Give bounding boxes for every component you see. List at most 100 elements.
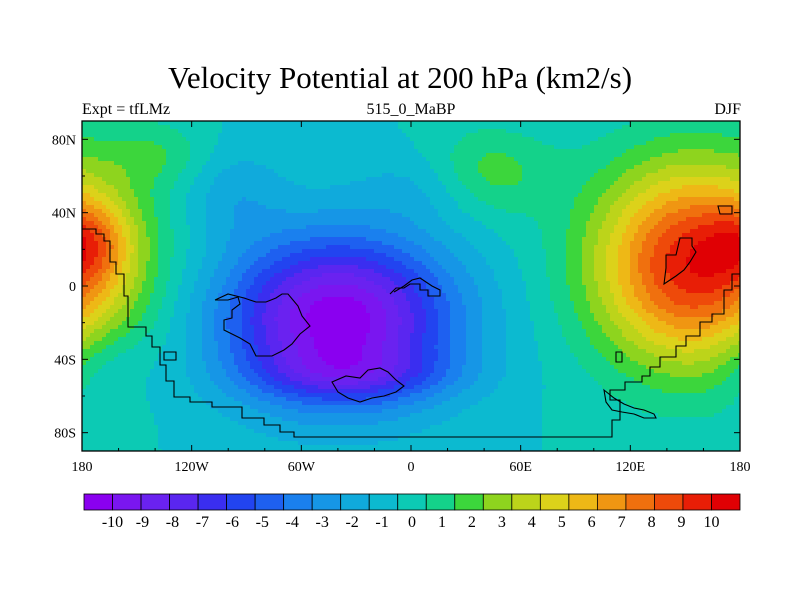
field-cell (170, 333, 175, 338)
field-cell (234, 149, 239, 154)
field-cell (306, 409, 311, 414)
field-cell (166, 157, 171, 162)
field-cell (150, 289, 155, 294)
field-cell (230, 221, 235, 226)
field-cell (190, 153, 195, 158)
field-cell (254, 305, 259, 310)
field-cell (174, 369, 179, 374)
field-cell (118, 381, 123, 386)
field-cell (226, 289, 231, 294)
field-cell (190, 337, 195, 342)
field-cell (218, 153, 223, 158)
field-cell (242, 273, 247, 278)
field-cell (218, 185, 223, 190)
field-cell (298, 345, 303, 350)
field-cell (90, 261, 95, 266)
field-cell (174, 137, 179, 142)
field-cell (254, 197, 259, 202)
field-cell (178, 429, 183, 434)
field-cell (294, 181, 299, 186)
field-cell (290, 129, 295, 134)
field-cell (194, 277, 199, 282)
field-cell (310, 193, 315, 198)
field-cell (146, 445, 151, 450)
field-cell (186, 217, 191, 222)
field-cell (230, 393, 235, 398)
field-cell (142, 173, 147, 178)
field-cell (154, 337, 159, 342)
field-cell (230, 233, 235, 238)
field-cell (286, 369, 291, 374)
field-cell (238, 245, 243, 250)
field-cell (202, 173, 207, 178)
field-cell (270, 217, 275, 222)
field-cell (190, 369, 195, 374)
field-cell (254, 441, 259, 446)
field-cell (298, 353, 303, 358)
field-cell (138, 369, 143, 374)
field-cell (142, 121, 147, 126)
field-cell (290, 321, 295, 326)
field-cell (282, 413, 287, 418)
field-cell (182, 333, 187, 338)
field-cell (182, 173, 187, 178)
field-cell (114, 153, 119, 158)
field-cell (238, 137, 243, 142)
field-cell (274, 301, 279, 306)
field-cell (130, 373, 135, 378)
field-cell (286, 441, 291, 446)
field-cell (158, 149, 163, 154)
field-cell (158, 233, 163, 238)
field-cell (190, 397, 195, 402)
field-cell (162, 281, 167, 286)
field-cell (302, 121, 307, 126)
field-cell (250, 365, 255, 370)
field-cell (106, 393, 111, 398)
field-cell (158, 317, 163, 322)
field-cell (130, 381, 135, 386)
field-cell (86, 445, 91, 450)
field-cell (110, 433, 115, 438)
field-cell (246, 273, 251, 278)
field-cell (114, 449, 119, 452)
field-cell (98, 157, 103, 162)
field-cell (282, 185, 287, 190)
field-cell (278, 249, 283, 254)
field-cell (226, 301, 231, 306)
field-cell (226, 137, 231, 142)
field-cell (134, 197, 139, 202)
field-cell (178, 385, 183, 390)
field-cell (258, 261, 263, 266)
field-cell (222, 281, 227, 286)
field-cell (206, 377, 211, 382)
field-cell (250, 389, 255, 394)
field-cell (118, 421, 123, 426)
field-cell (318, 133, 323, 138)
field-cell (166, 385, 171, 390)
field-cell (258, 389, 263, 394)
field-cell (166, 357, 171, 362)
field-cell (142, 193, 147, 198)
field-cell (170, 297, 175, 302)
field-cell (162, 237, 167, 242)
field-cell (278, 269, 283, 274)
field-cell (94, 209, 99, 214)
field-cell (314, 329, 319, 334)
field-cell (150, 329, 155, 334)
field-cell (170, 389, 175, 394)
field-cell (102, 349, 107, 354)
field-cell (278, 341, 283, 346)
field-cell (134, 309, 139, 314)
field-cell (178, 145, 183, 150)
field-cell (262, 437, 267, 442)
field-cell (138, 217, 143, 222)
field-cell (290, 269, 295, 274)
field-cell (150, 213, 155, 218)
field-cell (254, 253, 259, 258)
field-cell (210, 369, 215, 374)
field-cell (126, 365, 131, 370)
field-cell (230, 269, 235, 274)
field-cell (286, 221, 291, 226)
field-cell (142, 257, 147, 262)
field-cell (262, 253, 267, 258)
